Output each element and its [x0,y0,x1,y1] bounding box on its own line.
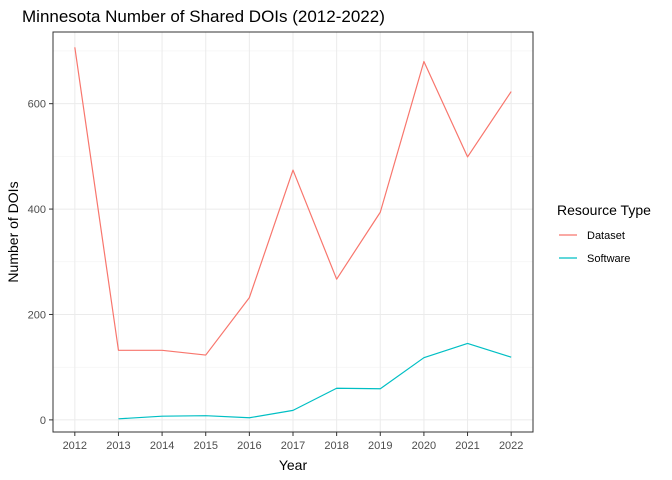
y-tick-label: 600 [28,99,46,111]
y-tick-label: 0 [40,415,46,427]
y-axis-title: Number of DOIs [5,181,21,282]
legend: Resource Type Dataset Software [557,202,651,265]
series-line-software [118,342,512,420]
x-tick-label: 2018 [324,440,348,452]
legend-label-dataset: Dataset [587,230,625,242]
series-line-dataset [74,47,512,356]
plot-area [52,31,534,433]
y-axis: 0 200 400 600 [28,99,53,427]
x-tick-label: 2016 [237,440,261,452]
major-gridlines [53,32,533,432]
chart-title: Minnesota Number of Shared DOIs (2012-20… [22,7,385,26]
y-tick-label: 400 [28,204,46,216]
x-tick-label: 2014 [150,440,174,452]
series-lines [74,47,512,420]
x-tick-label: 2015 [193,440,217,452]
x-tick-label: 2013 [106,440,130,452]
legend-items: Dataset Software [559,230,630,265]
legend-title: Resource Type [557,202,651,218]
x-tick-label: 2012 [63,440,87,452]
x-tick-label: 2021 [455,440,479,452]
x-axis: 2012 2013 2014 2015 2016 2017 2018 2019 2020 2021… [63,432,523,452]
x-tick-label: 2017 [281,440,305,452]
legend-label-software: Software [587,253,630,265]
x-axis-title: Year [279,457,308,473]
x-tick-label: 2019 [368,440,392,452]
x-tick-label: 2020 [412,440,436,452]
y-tick-label: 200 [28,309,46,321]
x-tick-label: 2022 [499,440,523,452]
